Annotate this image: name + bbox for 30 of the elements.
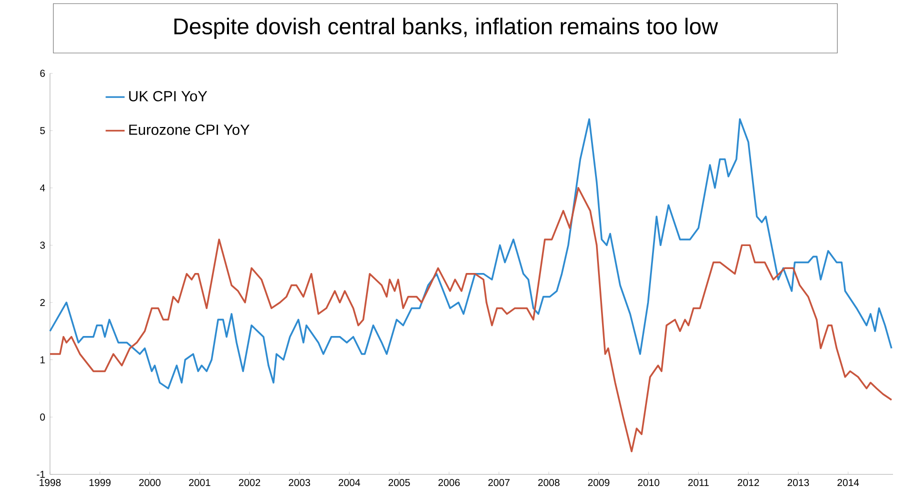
x-tick-label: 2010 <box>638 479 660 486</box>
legend-label: UK CPI YoY <box>129 90 208 102</box>
line-series <box>49 118 892 390</box>
y-tick-label: 4 <box>40 184 45 192</box>
x-tick-label: 2007 <box>488 479 510 486</box>
x-tick-label: 2001 <box>189 479 210 486</box>
x-tick-label: 2006 <box>438 479 460 486</box>
x-tick-label: 2005 <box>388 479 410 486</box>
x-tick-label: 2014 <box>837 479 859 486</box>
x-tick-label: 1999 <box>90 479 111 486</box>
x-tick-label: 2009 <box>588 479 610 486</box>
y-tick-label: 0 <box>40 414 45 421</box>
y-tick-label: 3 <box>40 242 45 249</box>
x-tick-label: 2000 <box>139 479 160 486</box>
x-tick-label: 1998 <box>40 479 61 486</box>
x-tick-label: 2011 <box>688 479 709 486</box>
line-series <box>49 187 892 452</box>
x-tick-label: 2008 <box>538 479 560 486</box>
y-tick-label: -1 <box>36 470 45 478</box>
y-tick-label: 6 <box>40 70 45 77</box>
x-tick-label: 2004 <box>338 479 360 486</box>
y-tick-label: 5 <box>40 127 45 134</box>
x-tick-label: 2003 <box>288 479 310 486</box>
chart-title: Despite dovish central banks, inflation remains too low <box>174 18 718 39</box>
x-tick-label: 2002 <box>238 479 260 486</box>
y-tick-label: 1 <box>40 356 45 364</box>
x-tick-label: 2013 <box>788 479 809 486</box>
x-tick-label: 2012 <box>738 479 759 486</box>
y-tick-label: 2 <box>40 298 45 306</box>
legend-label: Eurozone CPI YoY <box>129 124 250 135</box>
